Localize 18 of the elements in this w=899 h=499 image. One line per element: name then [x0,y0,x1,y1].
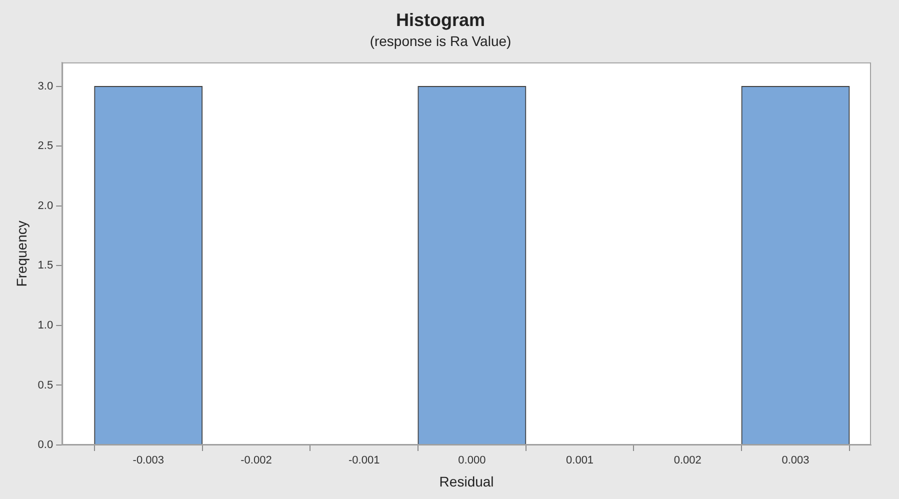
chart-subtitle: (response is Ra Value) [370,32,512,49]
y-tick-label: 1.0 [38,319,54,332]
y-tick-label: 2.5 [38,140,54,152]
x-tick-label: 0.003 [782,454,810,467]
x-tick-label: 0.001 [566,454,594,467]
y-axis-title: Frequency [13,220,30,287]
x-axis-title: Residual [439,473,494,490]
x-tick-label: -0.003 [132,454,164,467]
x-tick-label: 0.002 [674,454,702,467]
x-tick-label: -0.002 [240,454,272,467]
y-tick-label: 2.0 [38,200,54,212]
chart-title: Histogram [396,10,486,30]
y-tick-label: 0.0 [38,439,54,452]
y-tick-label: 3.0 [38,80,54,92]
x-tick-label: -0.001 [348,454,380,467]
x-tick-label: 0.000 [458,454,486,467]
y-tick-label: 0.5 [38,379,54,392]
y-tick-label: 1.5 [38,260,54,272]
